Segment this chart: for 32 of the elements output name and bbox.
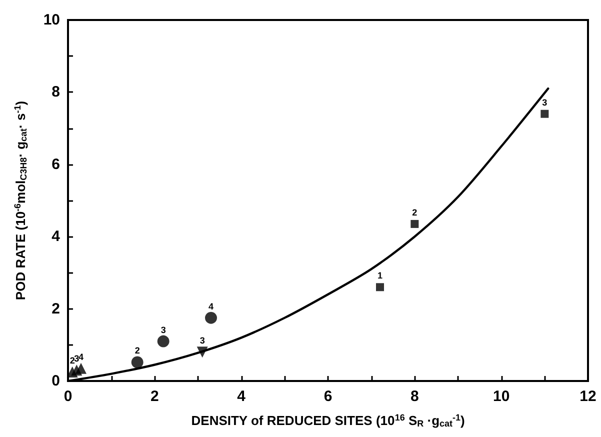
annotation: 3 [160,324,166,335]
y-tick-label: 6 [52,156,60,173]
y-tick-label: 4 [52,228,61,246]
annotation: 4 [78,352,84,362]
y-tick-label: 10 [43,12,60,28]
point [196,346,208,358]
x-tick-label: 6 [324,388,332,405]
point [157,335,170,348]
x-tick-label: 12 [580,388,596,405]
x-tick-label: 8 [410,388,419,405]
point [540,110,549,118]
y-tick-label: 8 [52,84,60,101]
annotation: 3 [74,354,80,364]
text: POD RATE (10-6molC3H8· gcat· s-1) [12,100,28,300]
y-tick-label: 0 [52,372,60,390]
y-tick-label: 2 [52,300,60,318]
x-tick-label: 10 [492,388,510,405]
x-tick-label: 0 [64,388,72,405]
x-tick-label: 4 [237,388,246,405]
annotation: 3 [200,336,205,346]
point [131,356,144,368]
point [205,312,217,324]
annotation: 2 [70,355,75,366]
point [410,220,419,228]
point [376,283,384,292]
annotation: 2 [134,346,140,356]
annotation: 1 [377,270,383,281]
point [76,362,86,374]
annotation: 4 [208,301,214,312]
annotation: 3 [542,97,548,108]
x-tick-label: 2 [150,388,159,405]
annotation: 2 [412,207,418,218]
